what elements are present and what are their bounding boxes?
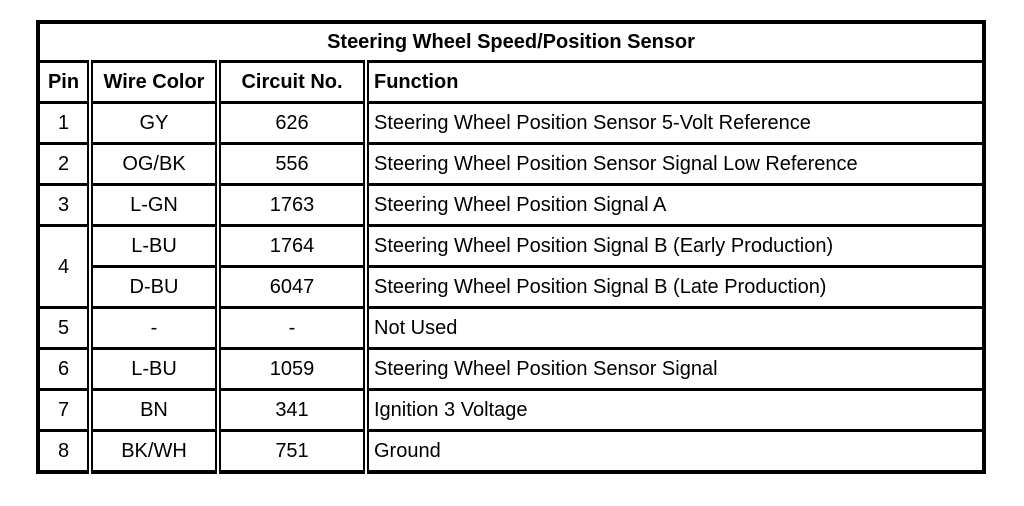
function-cell: Ignition 3 Voltage — [363, 388, 984, 431]
wire-color-cell: L-BU — [87, 347, 218, 390]
wire-color-cell: OG/BK — [87, 142, 218, 185]
table-title: Steering Wheel Speed/Position Sensor — [327, 31, 695, 53]
wire-color-cell: L-GN — [87, 183, 218, 226]
column-header-circuit-no: Circuit No. — [215, 60, 366, 103]
function-cell: Steering Wheel Position Sensor Signal — [363, 347, 984, 390]
pin-cell: 8 — [38, 429, 90, 472]
circuit-no-cell: 1764 — [215, 224, 366, 267]
function-cell: Steering Wheel Position Signal B (Early … — [363, 224, 984, 267]
circuit-no-cell: - — [215, 306, 366, 349]
function-cell: Not Used — [363, 306, 984, 349]
pin-cell: 5 — [38, 306, 90, 349]
table-row: 5- - Not Used — [38, 306, 984, 349]
function-cell: Steering Wheel Position Sensor Signal Lo… — [363, 142, 984, 185]
wire-color-cell: L-BU — [87, 224, 218, 267]
pinout-table: Steering Wheel Speed/Position Sensor Pin… — [36, 20, 986, 474]
table-row: D-BU 6047 Steering Wheel Position Signal B… — [38, 265, 984, 308]
table-row: 1 GY 626 Steering Wheel Position Sensor 5-V… — [38, 101, 984, 144]
pin-cell: 7 — [38, 388, 90, 431]
function-cell: Ground — [363, 429, 984, 472]
table-row: 4 L-BU 1764 Steering Wheel Position Signal … — [38, 224, 984, 308]
pin-cell: 2 — [38, 142, 90, 185]
pin-cell: 1 — [38, 101, 90, 144]
pin-cell: 4 — [38, 224, 90, 308]
circuit-no-cell: 626 — [215, 101, 366, 144]
pinout-table-body: 1 GY 626 Steering Wheel Position Sensor 5-V… — [38, 101, 984, 472]
circuit-no-cell: 6047 — [215, 265, 366, 308]
wire-color-cell: D-BU — [87, 265, 218, 308]
table-row: 6 L-BU 1059 Steering Wheel Position Sensor … — [38, 347, 984, 390]
function-cell: Steering Wheel Position Signal B (Late P… — [363, 265, 984, 308]
function-cell: Steering Wheel Position Sensor 5-Volt Re… — [363, 101, 984, 144]
table-row: 8 BK/WH 751 Ground — [38, 429, 984, 472]
circuit-no-cell: 1059 — [215, 347, 366, 390]
column-header-pin: Pin — [38, 60, 90, 103]
header-row: Pin Wire Color Circuit No. Function — [38, 60, 984, 103]
table-row: 3 L-GN 1763 Steering Wheel Position Signal … — [38, 183, 984, 226]
table-row: 7 BN 341 Ignition 3 Voltage — [38, 388, 984, 431]
wire-color-cell: BK/WH — [87, 429, 218, 472]
circuit-no-cell: 556 — [215, 142, 366, 185]
page: Steering Wheel Speed/Position Sensor Pin… — [36, 20, 986, 474]
title-row: Steering Wheel Speed/Position Sensor — [38, 22, 984, 62]
column-header-function: Function — [363, 60, 984, 103]
wire-color-cell: GY — [87, 101, 218, 144]
circuit-no-cell: 341 — [215, 388, 366, 431]
table-row: 2 OG/BK 556 Steering Wheel Position Sensor … — [38, 142, 984, 185]
wire-color-cell: - — [87, 306, 218, 349]
circuit-no-cell: 1763 — [215, 183, 366, 226]
wire-color-cell: BN — [87, 388, 218, 431]
pin-cell: 6 — [38, 347, 90, 390]
pin-cell: 3 — [38, 183, 90, 226]
function-cell: Steering Wheel Position Signal A — [363, 183, 984, 226]
circuit-no-cell: 751 — [215, 429, 366, 472]
column-header-wire-color: Wire Color — [87, 60, 218, 103]
